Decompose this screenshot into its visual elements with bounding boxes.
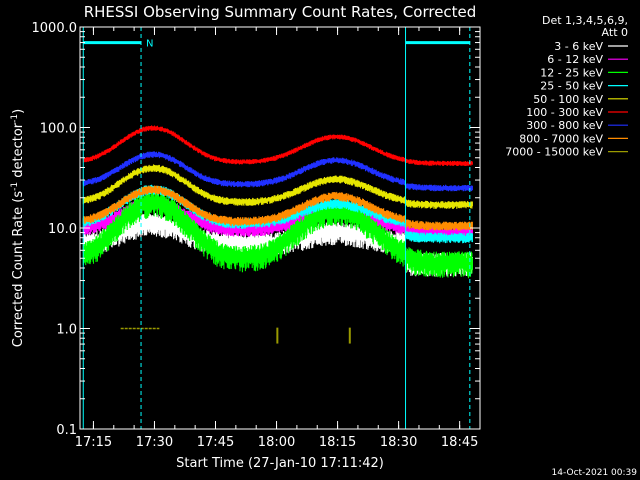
plot-frame	[79, 26, 481, 430]
legend-label-4: 50 - 100 keV	[533, 93, 603, 106]
x-tick-label-6: 18:45	[441, 435, 478, 450]
footer-date: 14-Oct-2021 00:39	[552, 468, 638, 478]
y-tick-label-3: 100.0	[40, 122, 77, 137]
x-tick-label-4: 18:15	[319, 435, 356, 450]
y-axis-label-prefix: Corrected Count Rate (s	[11, 191, 26, 348]
y-tick-label-2: 10.0	[48, 222, 77, 237]
x-axis-label: Start Time (27-Jan-10 17:11:42)	[176, 456, 384, 471]
y-axis-label-exp: -1	[10, 182, 20, 191]
x-tick-label-0: 17:15	[75, 435, 112, 450]
flag-label-0: N	[146, 39, 153, 50]
legend-label-1: 6 - 12 keV	[547, 53, 603, 66]
x-tick-label-3: 18:00	[258, 435, 295, 450]
y-tick-label-0: 0.1	[56, 423, 77, 438]
y-axis-label-exp2: -1	[10, 114, 20, 123]
axis-layer: 17:15 17:30 17:45 18:00 18:15 18:30 18:45 0.1 1.…	[32, 21, 481, 450]
legend-header-0: Det 1,3,4,5,6,9,	[542, 14, 628, 27]
x-tick-label-5: 18:30	[380, 435, 417, 450]
legend-label-3: 25 - 50 keV	[540, 80, 603, 93]
legend-label-7: 800 - 7000 keV	[519, 132, 603, 145]
y-axis-label: Corrected Count Rate (s-1 detector-1)	[10, 109, 26, 347]
y-tick-label-1: 1.0	[56, 323, 77, 338]
legend-label-8: 7000 - 15000 keV	[505, 146, 603, 159]
chart-title: RHESSI Observing Summary Count Rates, Co…	[84, 3, 477, 21]
x-tick-label-2: 17:45	[197, 435, 234, 450]
y-tick-label-4: 1000.0	[32, 21, 78, 36]
legend-label-2: 12 - 25 keV	[540, 66, 603, 79]
legend-header-1: Att 0	[602, 26, 628, 39]
x-tick-label-1: 17:30	[136, 435, 173, 450]
y-axis-label-close: )	[11, 109, 26, 114]
legend-label-5: 100 - 300 keV	[526, 106, 603, 119]
legend-label-6: 300 - 800 keV	[526, 119, 603, 132]
legend-label-0: 3 - 6 keV	[554, 40, 603, 53]
y-axis-label-suffix: detector	[11, 122, 26, 182]
